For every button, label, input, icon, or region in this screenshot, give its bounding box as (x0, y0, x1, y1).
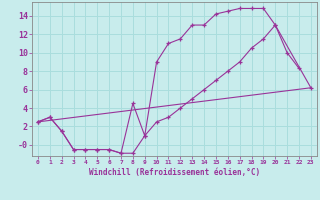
X-axis label: Windchill (Refroidissement éolien,°C): Windchill (Refroidissement éolien,°C) (89, 168, 260, 177)
